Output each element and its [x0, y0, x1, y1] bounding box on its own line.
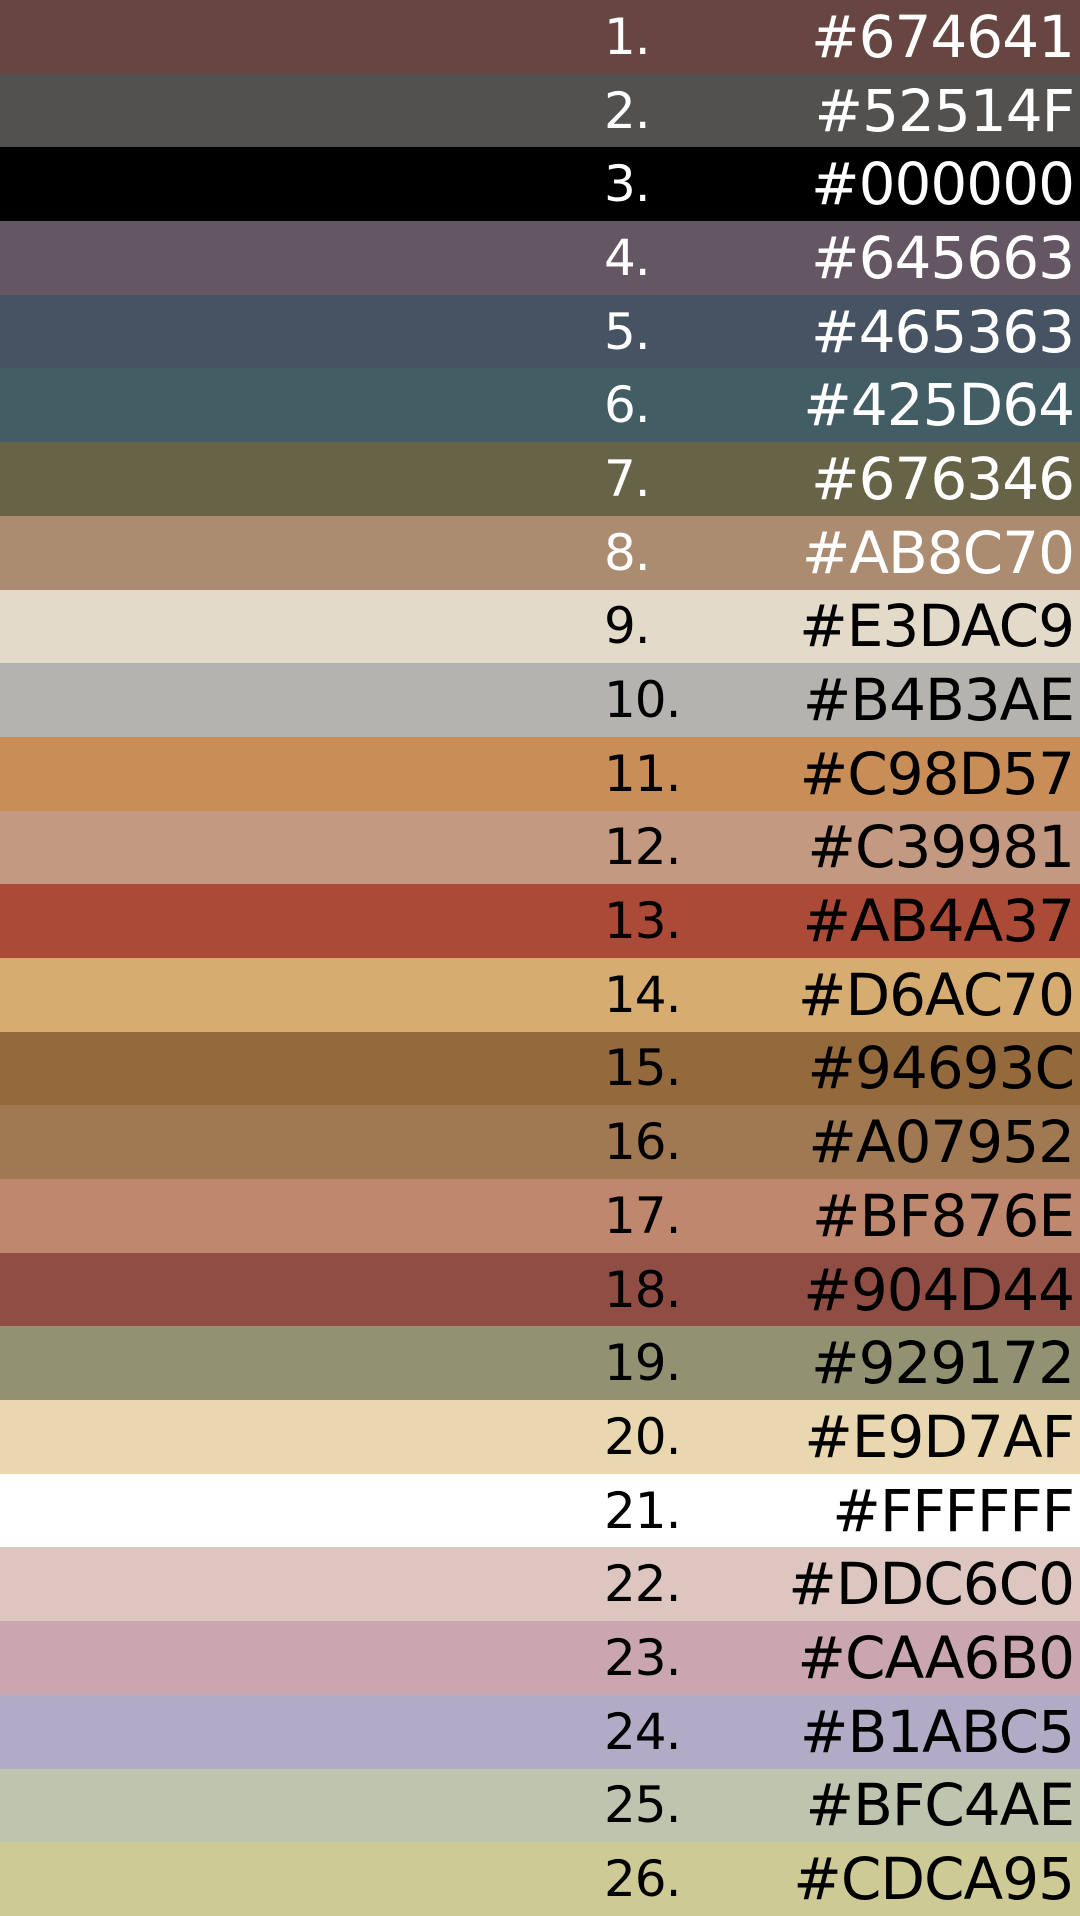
- swatch-number: 24.: [604, 1702, 682, 1761]
- swatch-number: 19.: [604, 1334, 682, 1393]
- swatch-hex-code: #B4B3AE: [802, 666, 1075, 735]
- color-swatch-row: 24. #B1ABC5: [0, 1694, 1080, 1769]
- swatch-hex-code: #FFFFFF: [832, 1476, 1075, 1545]
- swatch-hex-code: #AB8C70: [801, 518, 1075, 587]
- swatch-number: 25.: [604, 1776, 682, 1835]
- color-swatch-row: 7. #676346: [0, 442, 1080, 516]
- swatch-hex-code: #AB4A37: [802, 887, 1075, 956]
- swatch-number: 6.: [604, 376, 651, 435]
- swatch-hex-code: #BF876E: [811, 1181, 1075, 1250]
- swatch-hex-code: #D6AC70: [797, 960, 1075, 1029]
- color-swatch-row: 12. #C39981: [0, 810, 1080, 885]
- color-swatch-row: 2. #52514F: [0, 73, 1080, 148]
- color-swatch-row: 13. #AB4A37: [0, 884, 1080, 958]
- swatch-hex-code: #B1ABC5: [799, 1697, 1075, 1766]
- swatch-hex-code: #CAA6B0: [797, 1623, 1075, 1692]
- swatch-hex-code: #676346: [810, 444, 1075, 513]
- color-swatch-row: 17. #BF876E: [0, 1179, 1080, 1253]
- color-swatch-row: 9. #E3DAC9: [0, 589, 1080, 664]
- swatch-number: 10.: [604, 671, 682, 730]
- color-swatch-row: 25. #BFC4AE: [0, 1768, 1080, 1843]
- swatch-number: 5.: [604, 302, 651, 361]
- swatch-hex-code: #674641: [810, 2, 1075, 71]
- color-swatch-row: 22. #DDC6C0: [0, 1547, 1080, 1622]
- swatch-number: 23.: [604, 1628, 682, 1687]
- color-swatch-row: 20. #E9D7AF: [0, 1400, 1080, 1474]
- swatch-hex-code: #A07952: [808, 1108, 1075, 1177]
- swatch-number: 16.: [604, 1113, 682, 1172]
- swatch-hex-code: #465363: [810, 297, 1075, 366]
- swatch-number: 8.: [604, 523, 651, 582]
- color-swatch-row: 5. #465363: [0, 294, 1080, 369]
- color-swatch-row: 1. #674641: [0, 0, 1080, 74]
- swatch-hex-code: #BFC4AE: [805, 1771, 1075, 1840]
- swatch-hex-code: #425D64: [803, 371, 1075, 440]
- swatch-hex-code: #645663: [810, 223, 1075, 292]
- swatch-hex-code: #CDCA95: [793, 1845, 1075, 1914]
- swatch-number: 17.: [604, 1186, 682, 1245]
- swatch-number: 26.: [604, 1850, 682, 1909]
- swatch-number: 18.: [604, 1260, 682, 1319]
- swatch-hex-code: #C98D57: [799, 739, 1075, 808]
- color-swatch-row: 14. #D6AC70: [0, 957, 1080, 1032]
- swatch-hex-code: #904D44: [803, 1255, 1075, 1324]
- color-swatch-row: 18. #904D44: [0, 1252, 1080, 1327]
- swatch-hex-code: #E3DAC9: [799, 592, 1075, 661]
- color-swatch-row: 11. #C98D57: [0, 736, 1080, 811]
- swatch-number: 12.: [604, 818, 682, 877]
- color-swatch-row: 23. #CAA6B0: [0, 1621, 1080, 1695]
- swatch-number: 9.: [604, 597, 651, 656]
- color-swatch-row: 21. #FFFFFF: [0, 1473, 1080, 1548]
- color-swatch-row: 10. #B4B3AE: [0, 663, 1080, 737]
- color-swatch-row: 3. #000000: [0, 147, 1080, 222]
- swatch-number: 14.: [604, 965, 682, 1024]
- swatch-number: 21.: [604, 1481, 682, 1540]
- color-swatch-row: 16. #A07952: [0, 1105, 1080, 1179]
- swatch-number: 1.: [604, 7, 651, 66]
- swatch-number: 3.: [604, 155, 651, 214]
- swatch-hex-code: #C39981: [807, 813, 1075, 882]
- color-swatch-row: 6. #425D64: [0, 368, 1080, 443]
- swatch-hex-code: #94693C: [807, 1034, 1075, 1103]
- swatch-number: 4.: [604, 228, 651, 287]
- swatch-number: 22.: [604, 1555, 682, 1614]
- swatch-number: 11.: [604, 744, 682, 803]
- swatch-hex-code: #52514F: [814, 76, 1075, 145]
- color-swatch-row: 4. #645663: [0, 221, 1080, 295]
- color-swatch-row: 19. #929172: [0, 1326, 1080, 1401]
- swatch-number: 13.: [604, 892, 682, 951]
- swatch-hex-code: #DDC6C0: [788, 1550, 1075, 1619]
- color-swatch-row: 8. #AB8C70: [0, 515, 1080, 590]
- swatch-number: 2.: [604, 81, 651, 140]
- swatch-number: 15.: [604, 1039, 682, 1098]
- swatch-hex-code: #929172: [810, 1329, 1075, 1398]
- swatch-hex-code: #000000: [810, 150, 1075, 219]
- swatch-number: 7.: [604, 449, 651, 508]
- swatch-hex-code: #E9D7AF: [804, 1402, 1075, 1471]
- swatch-number: 20.: [604, 1407, 682, 1466]
- color-swatch-row: 15. #94693C: [0, 1031, 1080, 1106]
- color-swatch-row: 26. #CDCA95: [0, 1842, 1080, 1916]
